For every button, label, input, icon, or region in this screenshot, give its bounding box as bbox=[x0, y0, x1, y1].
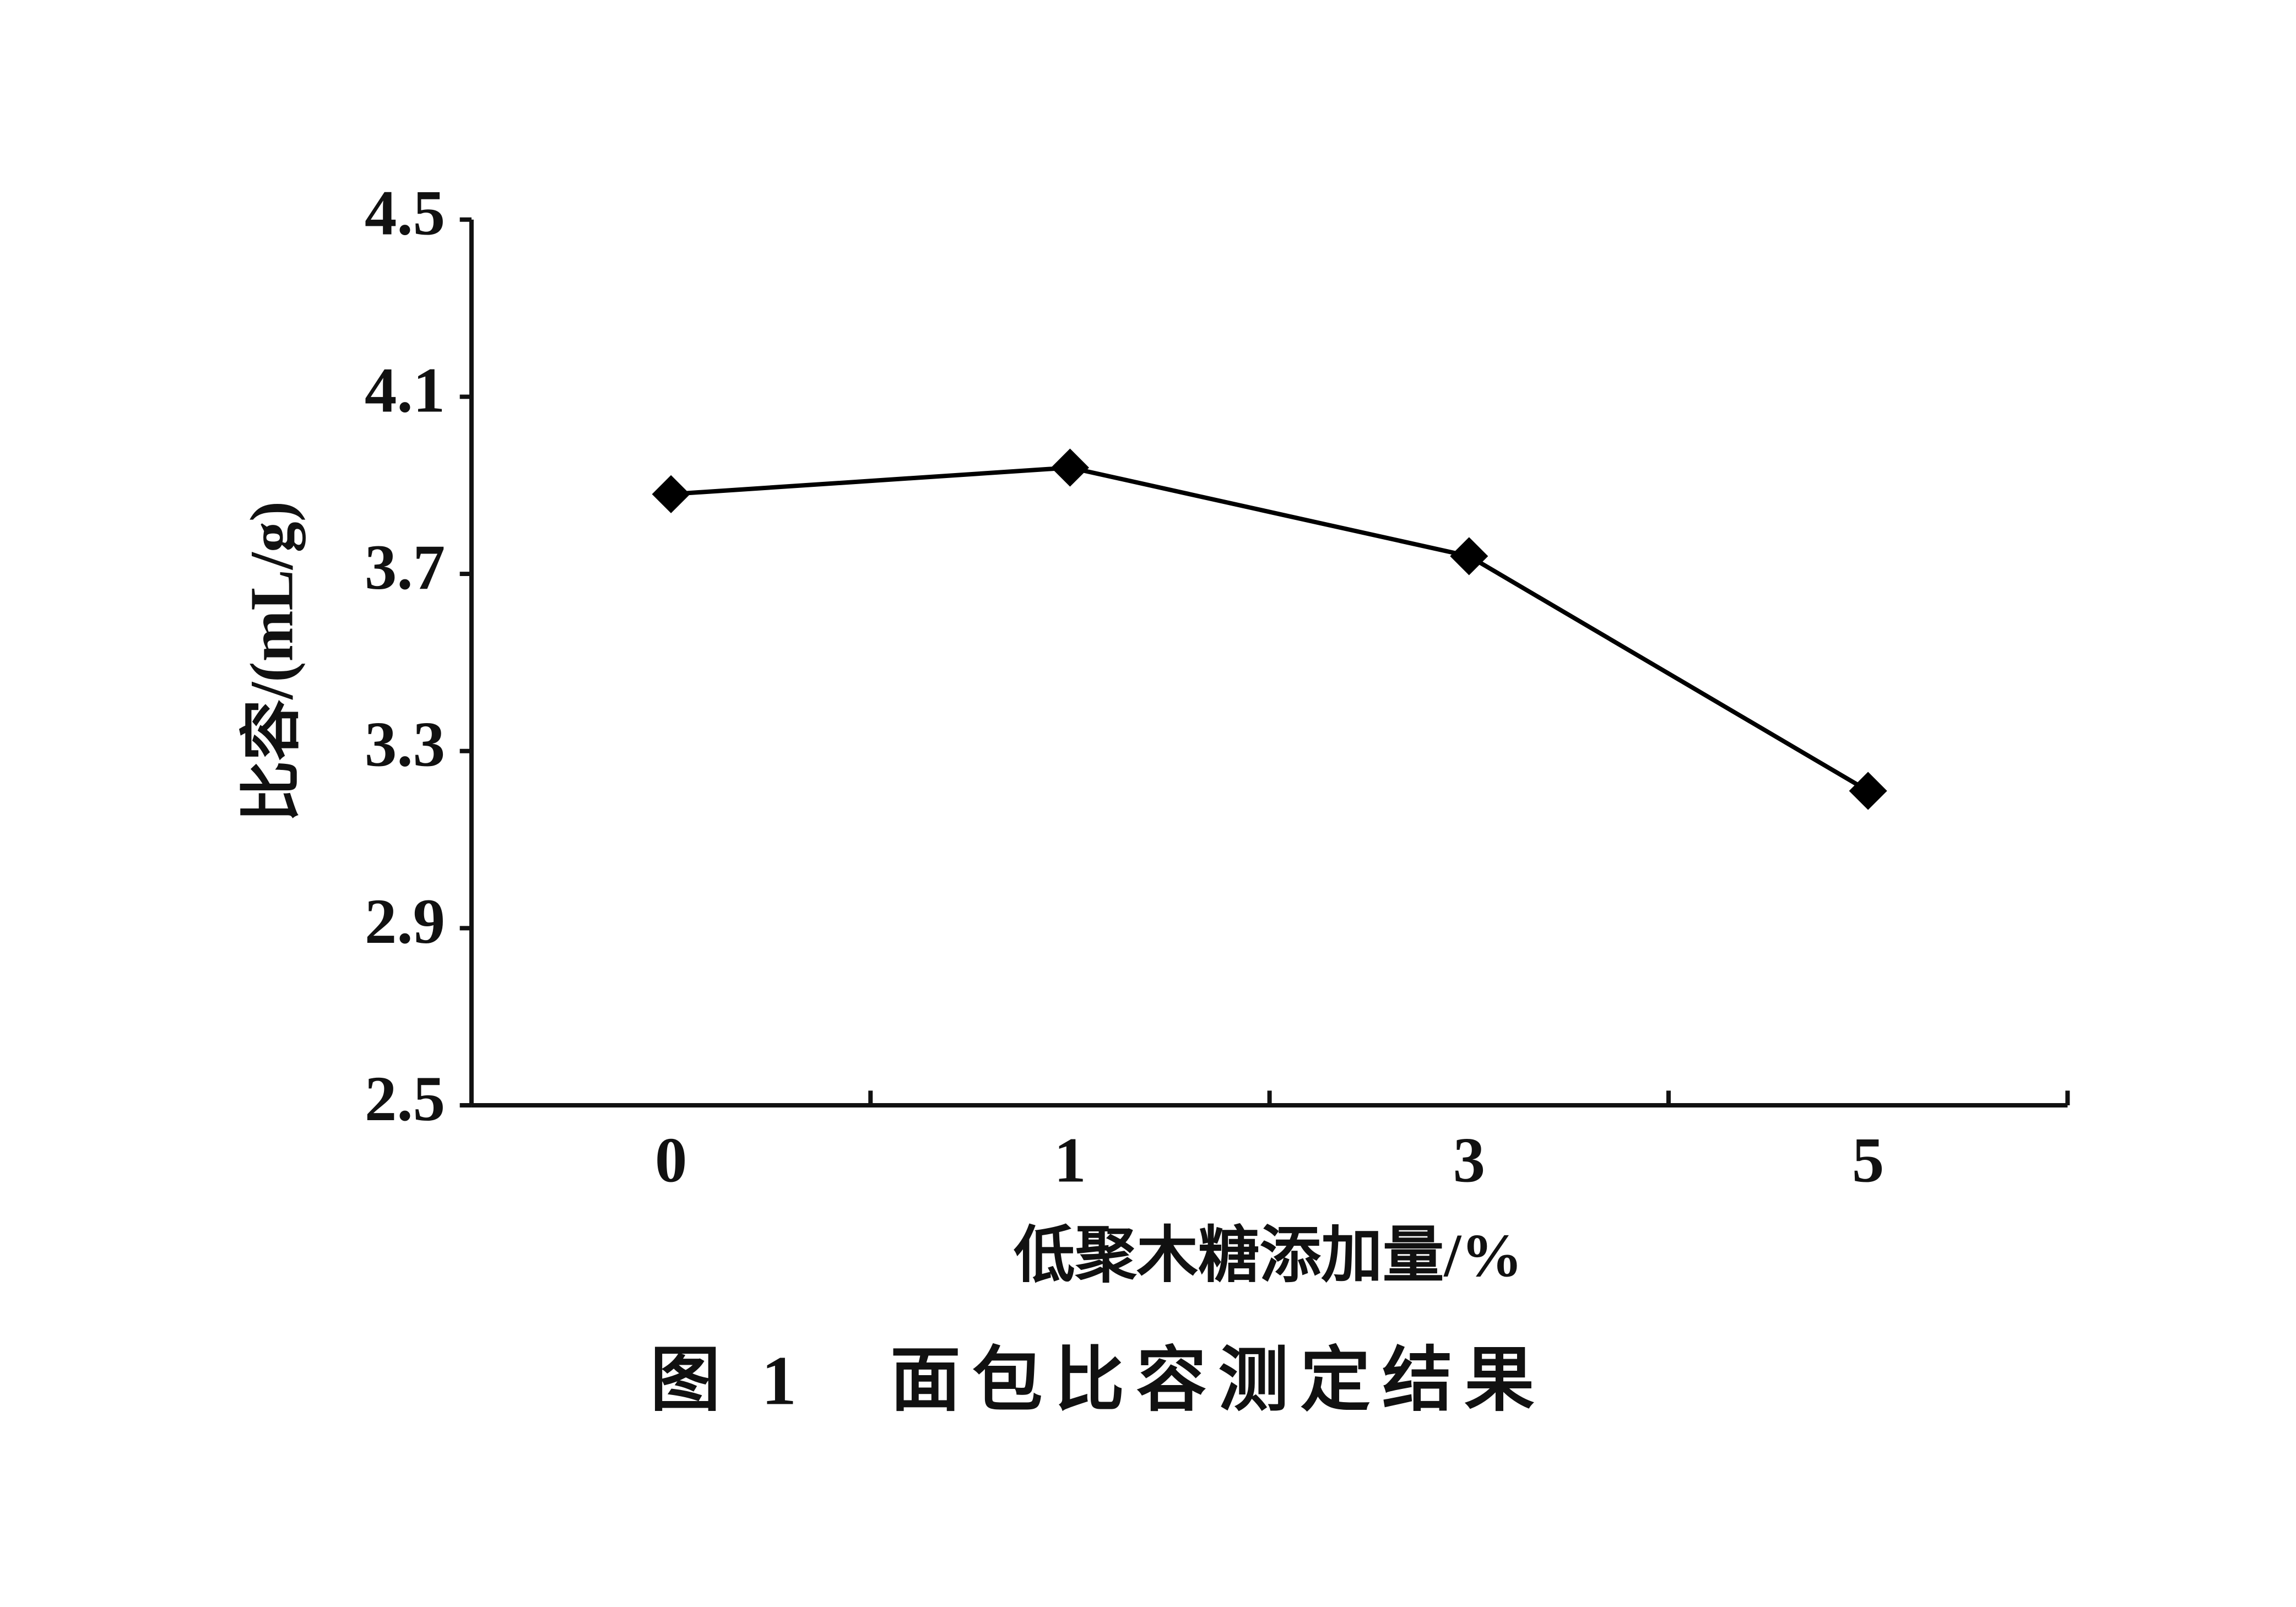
chart-title: 图 1 面包比容测定结果 bbox=[650, 1341, 1546, 1419]
y-tick-label: 3.7 bbox=[365, 532, 445, 603]
line bbox=[670, 465, 1870, 793]
marker bbox=[1450, 537, 1488, 576]
y-axis-title: 比容/(mL/g) bbox=[239, 501, 306, 822]
y-tick-label: 4.5 bbox=[365, 178, 445, 249]
y-tick-label: 2.5 bbox=[365, 1063, 445, 1134]
marker bbox=[652, 475, 690, 513]
y-tick-label: 4.1 bbox=[365, 355, 445, 426]
x-axis-title: 低聚木糖添加量/% bbox=[1014, 1222, 1523, 1290]
x-tick-label: 3 bbox=[1453, 1125, 1485, 1196]
x-tick-label: 1 bbox=[1054, 1125, 1086, 1196]
y-tick-label: 3.3 bbox=[365, 709, 445, 780]
x-tick-label: 5 bbox=[1852, 1125, 1884, 1196]
y-tick-label: 2.9 bbox=[365, 886, 445, 957]
marker bbox=[1849, 772, 1887, 810]
x-tick-label: 0 bbox=[655, 1125, 687, 1196]
marker bbox=[1050, 448, 1090, 487]
